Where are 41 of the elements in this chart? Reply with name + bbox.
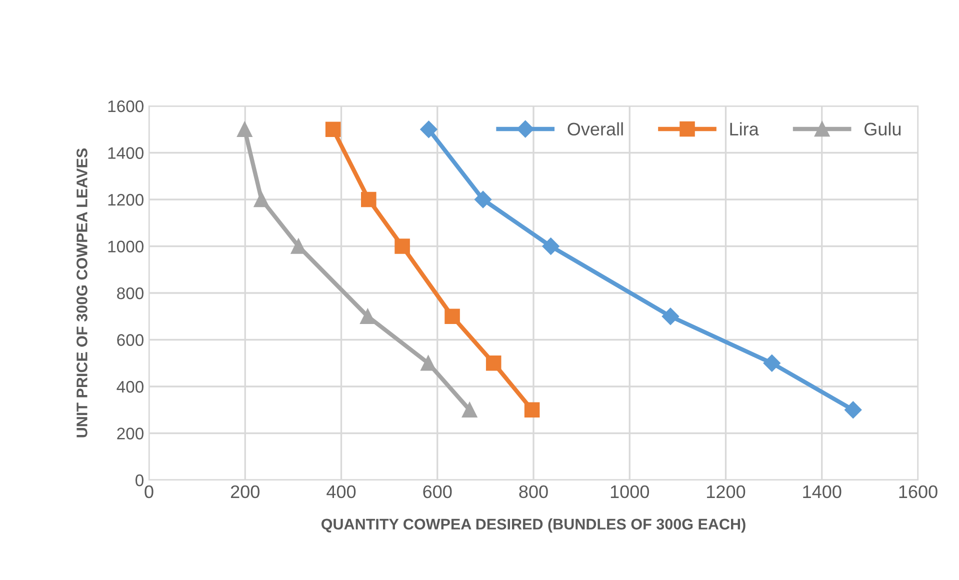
point (237, 122, 252, 138)
point (763, 354, 780, 372)
point (662, 308, 680, 325)
x-tick-label: 1400 (803, 485, 842, 498)
x-tick-label: 1000 (610, 485, 650, 498)
point (444, 308, 460, 324)
x-tick-label: 800 (519, 485, 548, 498)
point (844, 401, 862, 418)
y-tick-label: 0 (136, 474, 144, 486)
x-tick-label: 1600 (899, 485, 938, 498)
x-tick-label: 0 (144, 485, 154, 498)
legend-label: Overall (568, 122, 623, 136)
x-axis-title: QUANTITY COWPEA DESIRED (BUNDLES OF 300G EACH) (321, 518, 746, 533)
point (462, 402, 478, 418)
legend-label: Gulu (864, 122, 901, 136)
point (524, 402, 540, 418)
y-tick-label: 1600 (108, 100, 144, 112)
y-tick-label: 1400 (108, 147, 144, 159)
point (360, 308, 376, 324)
y-tick-label: 1000 (108, 240, 144, 252)
y-tick-label: 200 (117, 428, 144, 440)
point (474, 190, 492, 208)
point (394, 238, 410, 254)
y-tick-label: 800 (117, 287, 144, 300)
x-tick-label: 400 (326, 485, 356, 498)
point (254, 192, 270, 208)
legend-label: Lira (730, 122, 759, 136)
x-tick-label: 1200 (707, 485, 746, 498)
point (361, 192, 376, 208)
y-tick-label: 400 (116, 380, 144, 393)
point (420, 355, 436, 371)
point (542, 238, 560, 255)
x-tick-label: 600 (423, 485, 452, 498)
y-axis-title: UNIT PRICE OF 300G COWPEA LEAVES (76, 148, 88, 438)
point (325, 122, 341, 138)
y-tick-label: 600 (117, 334, 144, 346)
point (290, 238, 306, 254)
x-tick-label: 200 (230, 485, 260, 498)
y-tick-label: 1200 (108, 194, 144, 206)
point (420, 120, 438, 138)
point (486, 355, 502, 371)
